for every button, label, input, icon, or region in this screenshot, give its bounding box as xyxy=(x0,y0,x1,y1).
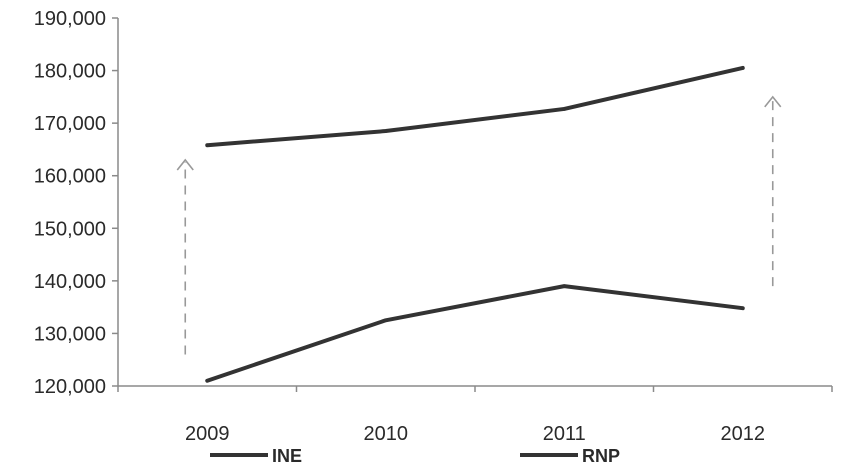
y-tick-labels: 120,000 130,000 140,000 150,000 160,000 170,0… xyxy=(34,8,106,398)
legend-label: RNP xyxy=(582,446,620,466)
x-tick-labels: 2009 2010 2011 2012 xyxy=(185,423,765,445)
legend: INE RNP xyxy=(210,446,620,466)
x-tick-label: 2011 xyxy=(543,423,586,445)
data-point-rnp xyxy=(562,107,567,111)
legend-label: INE xyxy=(272,446,302,466)
y-tick-label: 120,000 xyxy=(34,376,106,398)
data-point-rnp xyxy=(383,129,388,133)
x-tick-label: 2010 xyxy=(364,423,409,445)
dashed-arrow-annotation xyxy=(176,158,194,355)
x-tick-label: 2009 xyxy=(185,423,230,445)
y-tick-label: 180,000 xyxy=(34,61,106,83)
y-tick-label: 130,000 xyxy=(34,323,106,345)
arrow-head xyxy=(176,158,194,171)
series-line-ine xyxy=(205,284,745,383)
data-point-rnp xyxy=(205,143,210,148)
y-tick-label: 170,000 xyxy=(34,113,106,135)
y-tick-label: 160,000 xyxy=(34,166,106,188)
y-tick-label: 190,000 xyxy=(34,8,106,30)
dashed-arrow-annotation xyxy=(764,95,782,287)
data-point-ine xyxy=(740,306,745,310)
y-tick-label: 150,000 xyxy=(34,218,106,240)
data-point-rnp xyxy=(740,66,745,70)
arrow-head xyxy=(764,95,782,108)
series-line-rnp xyxy=(205,65,745,148)
chart-axes xyxy=(112,17,833,392)
series-lines xyxy=(205,65,745,383)
data-point-ine xyxy=(562,284,567,288)
data-point-ine xyxy=(383,318,388,323)
x-tick-label: 2012 xyxy=(721,423,766,445)
annotations xyxy=(176,95,782,355)
data-point-ine xyxy=(205,378,210,383)
y-tick-label: 140,000 xyxy=(34,271,106,293)
